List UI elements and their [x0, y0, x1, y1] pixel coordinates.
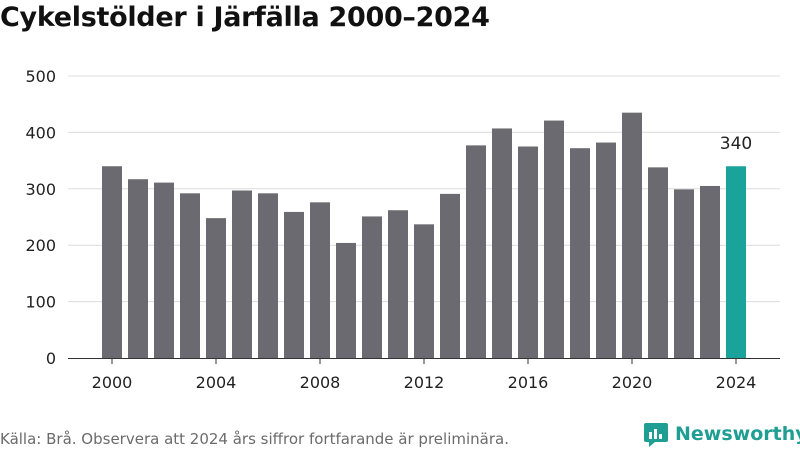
bar-2005 [232, 190, 252, 358]
bar-2020 [622, 112, 642, 358]
bar-2001 [128, 179, 148, 358]
bar-2006 [258, 193, 278, 358]
bar-2000 [102, 166, 122, 358]
bar-2022 [674, 189, 694, 358]
bar-2008 [310, 202, 330, 358]
newsworthy-logo-icon [644, 423, 668, 447]
bar-2024 [726, 166, 746, 358]
annotation-label: 340 [720, 134, 752, 154]
x-tick-label: 2020 [612, 373, 653, 392]
y-tick-label: 200 [25, 236, 56, 255]
bar-2012 [414, 224, 434, 358]
bar-2010 [362, 216, 382, 358]
y-tick-label: 100 [25, 293, 56, 312]
bar-2023 [700, 185, 720, 358]
bar-2011 [388, 210, 408, 358]
bar-2003 [180, 193, 200, 358]
x-tick-label: 2016 [508, 373, 549, 392]
bars [102, 112, 746, 358]
y-tick-label: 400 [25, 123, 56, 142]
x-tick-label: 2004 [196, 373, 237, 392]
y-tick-label: 0 [46, 349, 56, 368]
source-note: Källa: Brå. Observera att 2024 års siffr… [0, 430, 509, 448]
bar-2002 [154, 182, 174, 358]
x-axis: 2000 2004 2008 2012 2016 2020 2024 [68, 358, 780, 392]
bar-2013 [440, 193, 460, 358]
y-tick-label: 300 [25, 180, 56, 199]
y-axis-labels: 0 100 200 300 400 500 [25, 67, 56, 368]
bar-2017 [544, 120, 564, 358]
chart-title: Cykelstölder i Järfälla 2000–2024 [0, 2, 490, 33]
annotations: 340 [720, 134, 752, 154]
x-tick-label: 2024 [716, 373, 757, 392]
x-tick-label: 2008 [300, 373, 341, 392]
x-tick-label: 2000 [92, 373, 133, 392]
x-tick-label: 2012 [404, 373, 445, 392]
bar-chart: 0 100 200 300 400 500 2000 2004 2008 2012 2016 202… [25, 67, 780, 392]
bar-2004 [206, 218, 226, 358]
bar-2007 [284, 211, 304, 358]
bar-2009 [336, 242, 356, 358]
bar-2019 [596, 142, 616, 358]
bar-2014 [466, 145, 486, 358]
brand-logo[interactable]: Newsworthy [643, 420, 800, 448]
brand-name: Newsworthy [675, 423, 800, 445]
y-tick-label: 500 [25, 67, 56, 86]
bar-2015 [492, 128, 512, 358]
bar-2021 [648, 167, 668, 358]
bar-2018 [570, 148, 590, 358]
bar-2016 [518, 146, 538, 358]
